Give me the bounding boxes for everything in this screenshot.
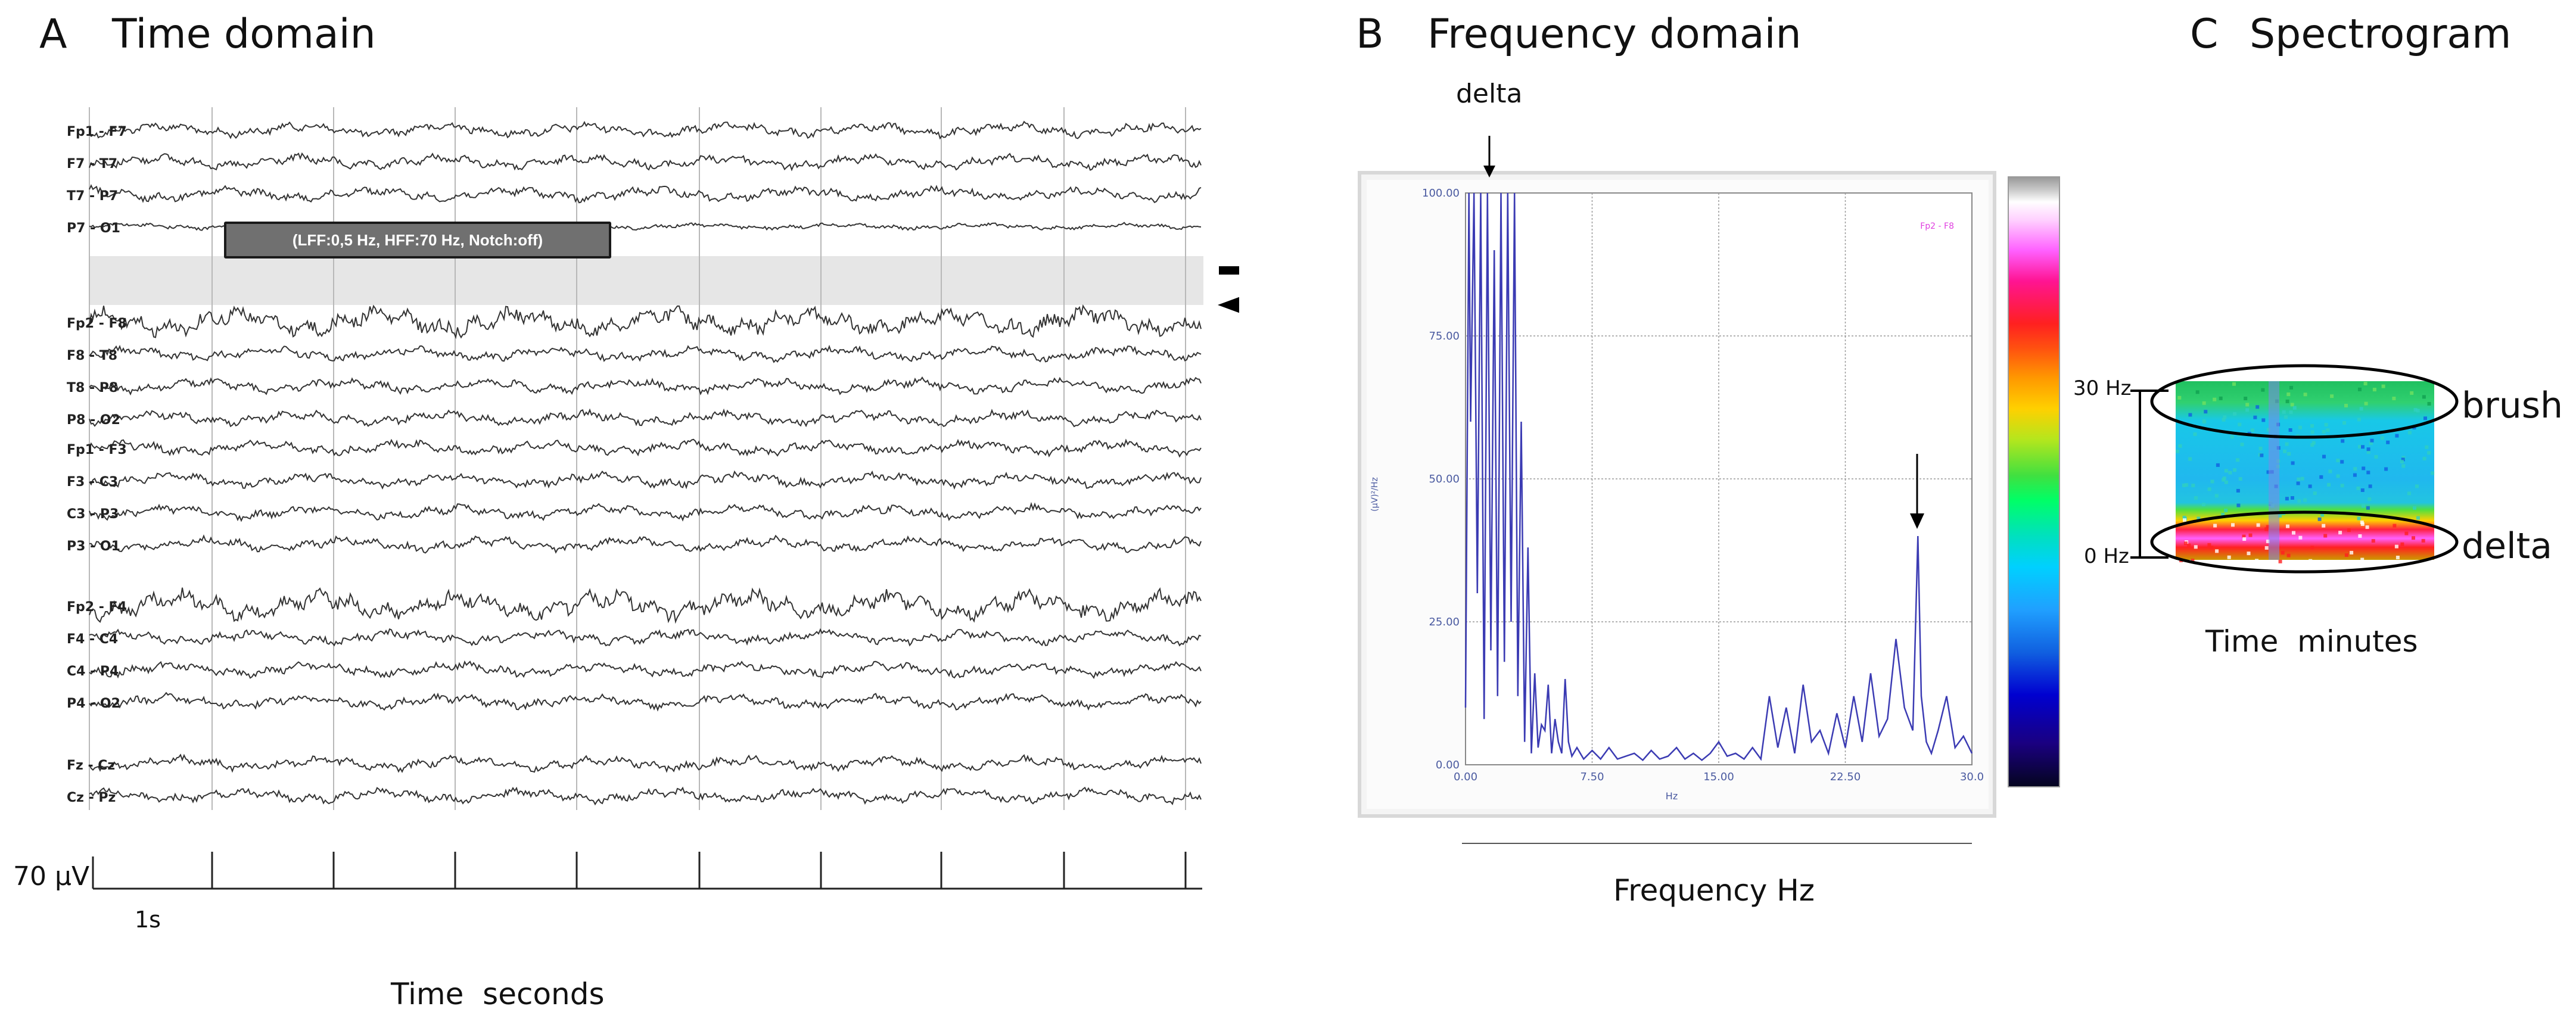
spectrogram-color-bar bbox=[2008, 176, 2060, 787]
spectrum-tick-labels: 0.00 7.50 15.00 22.50 30.0 0.00 25.00 50.00 75.0… bbox=[1422, 187, 1984, 783]
spectrum-y-tick: 50.00 bbox=[1429, 473, 1460, 485]
spectrum-x-tick: 0.00 bbox=[1454, 771, 1477, 783]
spectrogram-top-label: 30 Hz bbox=[2073, 376, 2132, 400]
eeg-trace bbox=[89, 304, 1202, 339]
eeg-channel-label: C3 - P3 bbox=[67, 507, 119, 522]
eeg-trace bbox=[89, 184, 1202, 204]
eeg-traces bbox=[89, 120, 1202, 806]
spectrum-chart: 0.00 7.50 15.00 22.50 30.0 0.00 25.00 50.00 75.0… bbox=[1358, 136, 1996, 844]
eeg-trace bbox=[89, 692, 1202, 712]
brush-label: brush bbox=[2462, 385, 2563, 426]
eeg-trace bbox=[89, 438, 1202, 458]
frequency-bracket bbox=[2130, 390, 2169, 559]
panel-a-title: Time domain bbox=[112, 11, 376, 58]
eeg-channel-label: P8 - O2 bbox=[67, 413, 120, 428]
spectrum-channel-label: Fp2 - F8 bbox=[1920, 222, 1954, 231]
eeg-trace bbox=[89, 376, 1202, 396]
eeg-panel: Fp1 - F7 F7 - T7 T7 - P7 P7 - O1 Fp2 - F8 F8 … bbox=[67, 107, 1239, 890]
time-scale-bar bbox=[92, 852, 1202, 890]
eeg-channel-label: C4 - P4 bbox=[67, 664, 119, 679]
frequency-axis-label: Frequency Hz bbox=[1613, 873, 1815, 908]
eeg-trace bbox=[89, 587, 1202, 624]
eeg-trace bbox=[89, 152, 1202, 172]
eeg-channel-label: F4 - C4 bbox=[67, 632, 118, 647]
spectrogram-panel bbox=[2130, 364, 2459, 574]
eeg-trace bbox=[89, 534, 1202, 554]
spectrum-x-tick: 15.00 bbox=[1703, 771, 1734, 783]
eeg-channel-label: P7 - O1 bbox=[67, 221, 120, 236]
eeg-channel-label: Fz - Cz bbox=[67, 758, 115, 773]
spectrum-line bbox=[1464, 192, 1973, 762]
panel-b-letter: B bbox=[1356, 11, 1384, 58]
eeg-trace bbox=[89, 408, 1202, 428]
eeg-trace bbox=[89, 344, 1202, 363]
eeg-channel-label: F8 - T8 bbox=[67, 348, 117, 363]
spectrogram-bottom-label: 0 Hz bbox=[2084, 544, 2129, 568]
eeg-channel-labels: Fp1 - F7 F7 - T7 T7 - P7 P7 - O1 Fp2 - F8 F8 … bbox=[67, 124, 127, 805]
spectrum-x-label: Hz bbox=[1666, 790, 1678, 802]
beta-arrow bbox=[1910, 454, 1924, 529]
spectrum-y-tick: 75.00 bbox=[1429, 330, 1460, 342]
panel-c-letter: C bbox=[2190, 11, 2219, 58]
panel-a-letter: A bbox=[39, 11, 67, 58]
delta-arrow bbox=[1483, 136, 1495, 177]
spectrum-grid bbox=[1465, 192, 1973, 765]
eeg-trace bbox=[89, 120, 1202, 140]
eeg-trace bbox=[89, 753, 1202, 773]
eeg-trace bbox=[89, 786, 1202, 806]
brush-ellipse bbox=[2150, 364, 2459, 439]
eeg-trace bbox=[89, 470, 1202, 490]
eeg-channel-label: F7 - T7 bbox=[67, 157, 117, 172]
bidirectional-arrows bbox=[1218, 266, 1239, 313]
panel-b-title: Frequency domain bbox=[1427, 11, 1802, 58]
eeg-channel-label: Fp2 - F4 bbox=[67, 600, 127, 615]
eeg-trace bbox=[89, 628, 1202, 647]
eeg-channel-label: Fp1 - F3 bbox=[67, 443, 127, 457]
eeg-channel-label: T8 - P8 bbox=[67, 381, 118, 395]
eeg-channel-label: P3 - O1 bbox=[67, 539, 120, 554]
panel-c-title: Spectrogram bbox=[2250, 11, 2512, 58]
spectrum-x-tick: 7.50 bbox=[1580, 771, 1604, 783]
eeg-x-axis-label: Time seconds bbox=[391, 977, 605, 1011]
delta-annotation: delta bbox=[1456, 79, 1523, 109]
spectrum-y-label: (µV)²/Hz bbox=[1370, 477, 1380, 512]
delta-ellipse bbox=[2150, 510, 2459, 574]
spectrogram-x-axis-label: Time minutes bbox=[2205, 624, 2418, 659]
eeg-trace bbox=[89, 502, 1202, 522]
time-scale-label: 1s bbox=[135, 907, 161, 933]
spectrum-x-tick: 30.0 bbox=[1960, 771, 1984, 783]
eeg-channel-label: P4 - O2 bbox=[67, 696, 120, 711]
filter-settings-tooltip: (LFF:0,5 Hz, HFF:70 Hz, Notch:off) bbox=[224, 222, 611, 258]
eeg-channel-label: F3 - C3 bbox=[67, 475, 118, 490]
spectrum-x-tick: 22.50 bbox=[1830, 771, 1861, 783]
eeg-channel-label: Fp1 - F7 bbox=[67, 124, 127, 139]
spectrum-y-tick: 100.00 bbox=[1422, 187, 1460, 200]
highlight-band bbox=[89, 256, 1203, 305]
eeg-channel-label: Cz - Pz bbox=[67, 790, 116, 805]
eeg-channel-label: Fp2 - F8 bbox=[67, 316, 127, 331]
spectrum-y-tick: 0.00 bbox=[1436, 759, 1460, 771]
spectrogram-image bbox=[2176, 381, 2434, 560]
delta-label: delta bbox=[2462, 525, 2552, 567]
spectrum-y-tick: 25.00 bbox=[1429, 616, 1460, 628]
amplitude-scale-label: 70 µV bbox=[13, 861, 90, 892]
eeg-trace bbox=[89, 660, 1202, 680]
eeg-channel-label: T7 - P7 bbox=[67, 189, 118, 204]
